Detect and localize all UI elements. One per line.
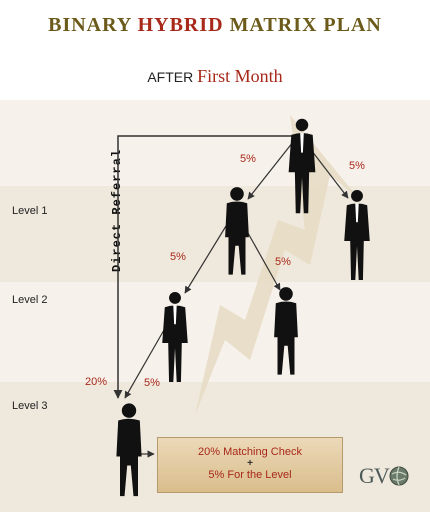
- person-level2-left: [162, 291, 188, 383]
- level-1-label: Level 1: [12, 205, 48, 217]
- background-band-top: [0, 100, 430, 186]
- title-part-1: BINARY: [48, 14, 138, 36]
- percent-top-right: 5%: [349, 160, 365, 172]
- globe-icon: [389, 466, 409, 486]
- connector-mid-left: [184, 225, 227, 294]
- page-subtitle: AFTER First Month: [0, 66, 430, 87]
- title-highlight: HYBRID: [137, 14, 224, 36]
- person-level3: [116, 403, 142, 497]
- percent-direct: 20%: [85, 376, 108, 388]
- page-title: BINARY HYBRID MATRIX PLAN: [0, 14, 430, 37]
- level-2-label: Level 2: [12, 294, 48, 306]
- person-level1-right: [344, 189, 370, 281]
- person-level1-left: [225, 187, 249, 275]
- connector-mid-right: [243, 225, 281, 291]
- box-line-2: 5% For the Level: [208, 469, 292, 481]
- company-logo: GV: [359, 463, 409, 489]
- subtitle-main: First Month: [197, 66, 283, 86]
- connector-top-left: [247, 141, 294, 200]
- percent-bottom: 5%: [144, 377, 160, 389]
- subtitle-prefix: AFTER: [147, 69, 198, 85]
- title-part-2: MATRIX PLAN: [223, 14, 382, 36]
- percent-mid-right: 5%: [275, 256, 291, 268]
- logo-text: GV: [359, 463, 390, 488]
- matching-check-box: 20% Matching Check + 5% For the Level: [157, 437, 343, 493]
- percent-top-left: 5%: [240, 153, 256, 165]
- box-plus: +: [247, 458, 253, 469]
- box-line-1: 20% Matching Check: [198, 446, 302, 458]
- person-level2-right: [274, 287, 298, 375]
- person-top: [288, 118, 316, 214]
- percent-mid-left: 5%: [170, 251, 186, 263]
- level-3-label: Level 3: [12, 400, 48, 412]
- connector-bottom: [124, 322, 169, 399]
- direct-referral-line: [113, 135, 298, 399]
